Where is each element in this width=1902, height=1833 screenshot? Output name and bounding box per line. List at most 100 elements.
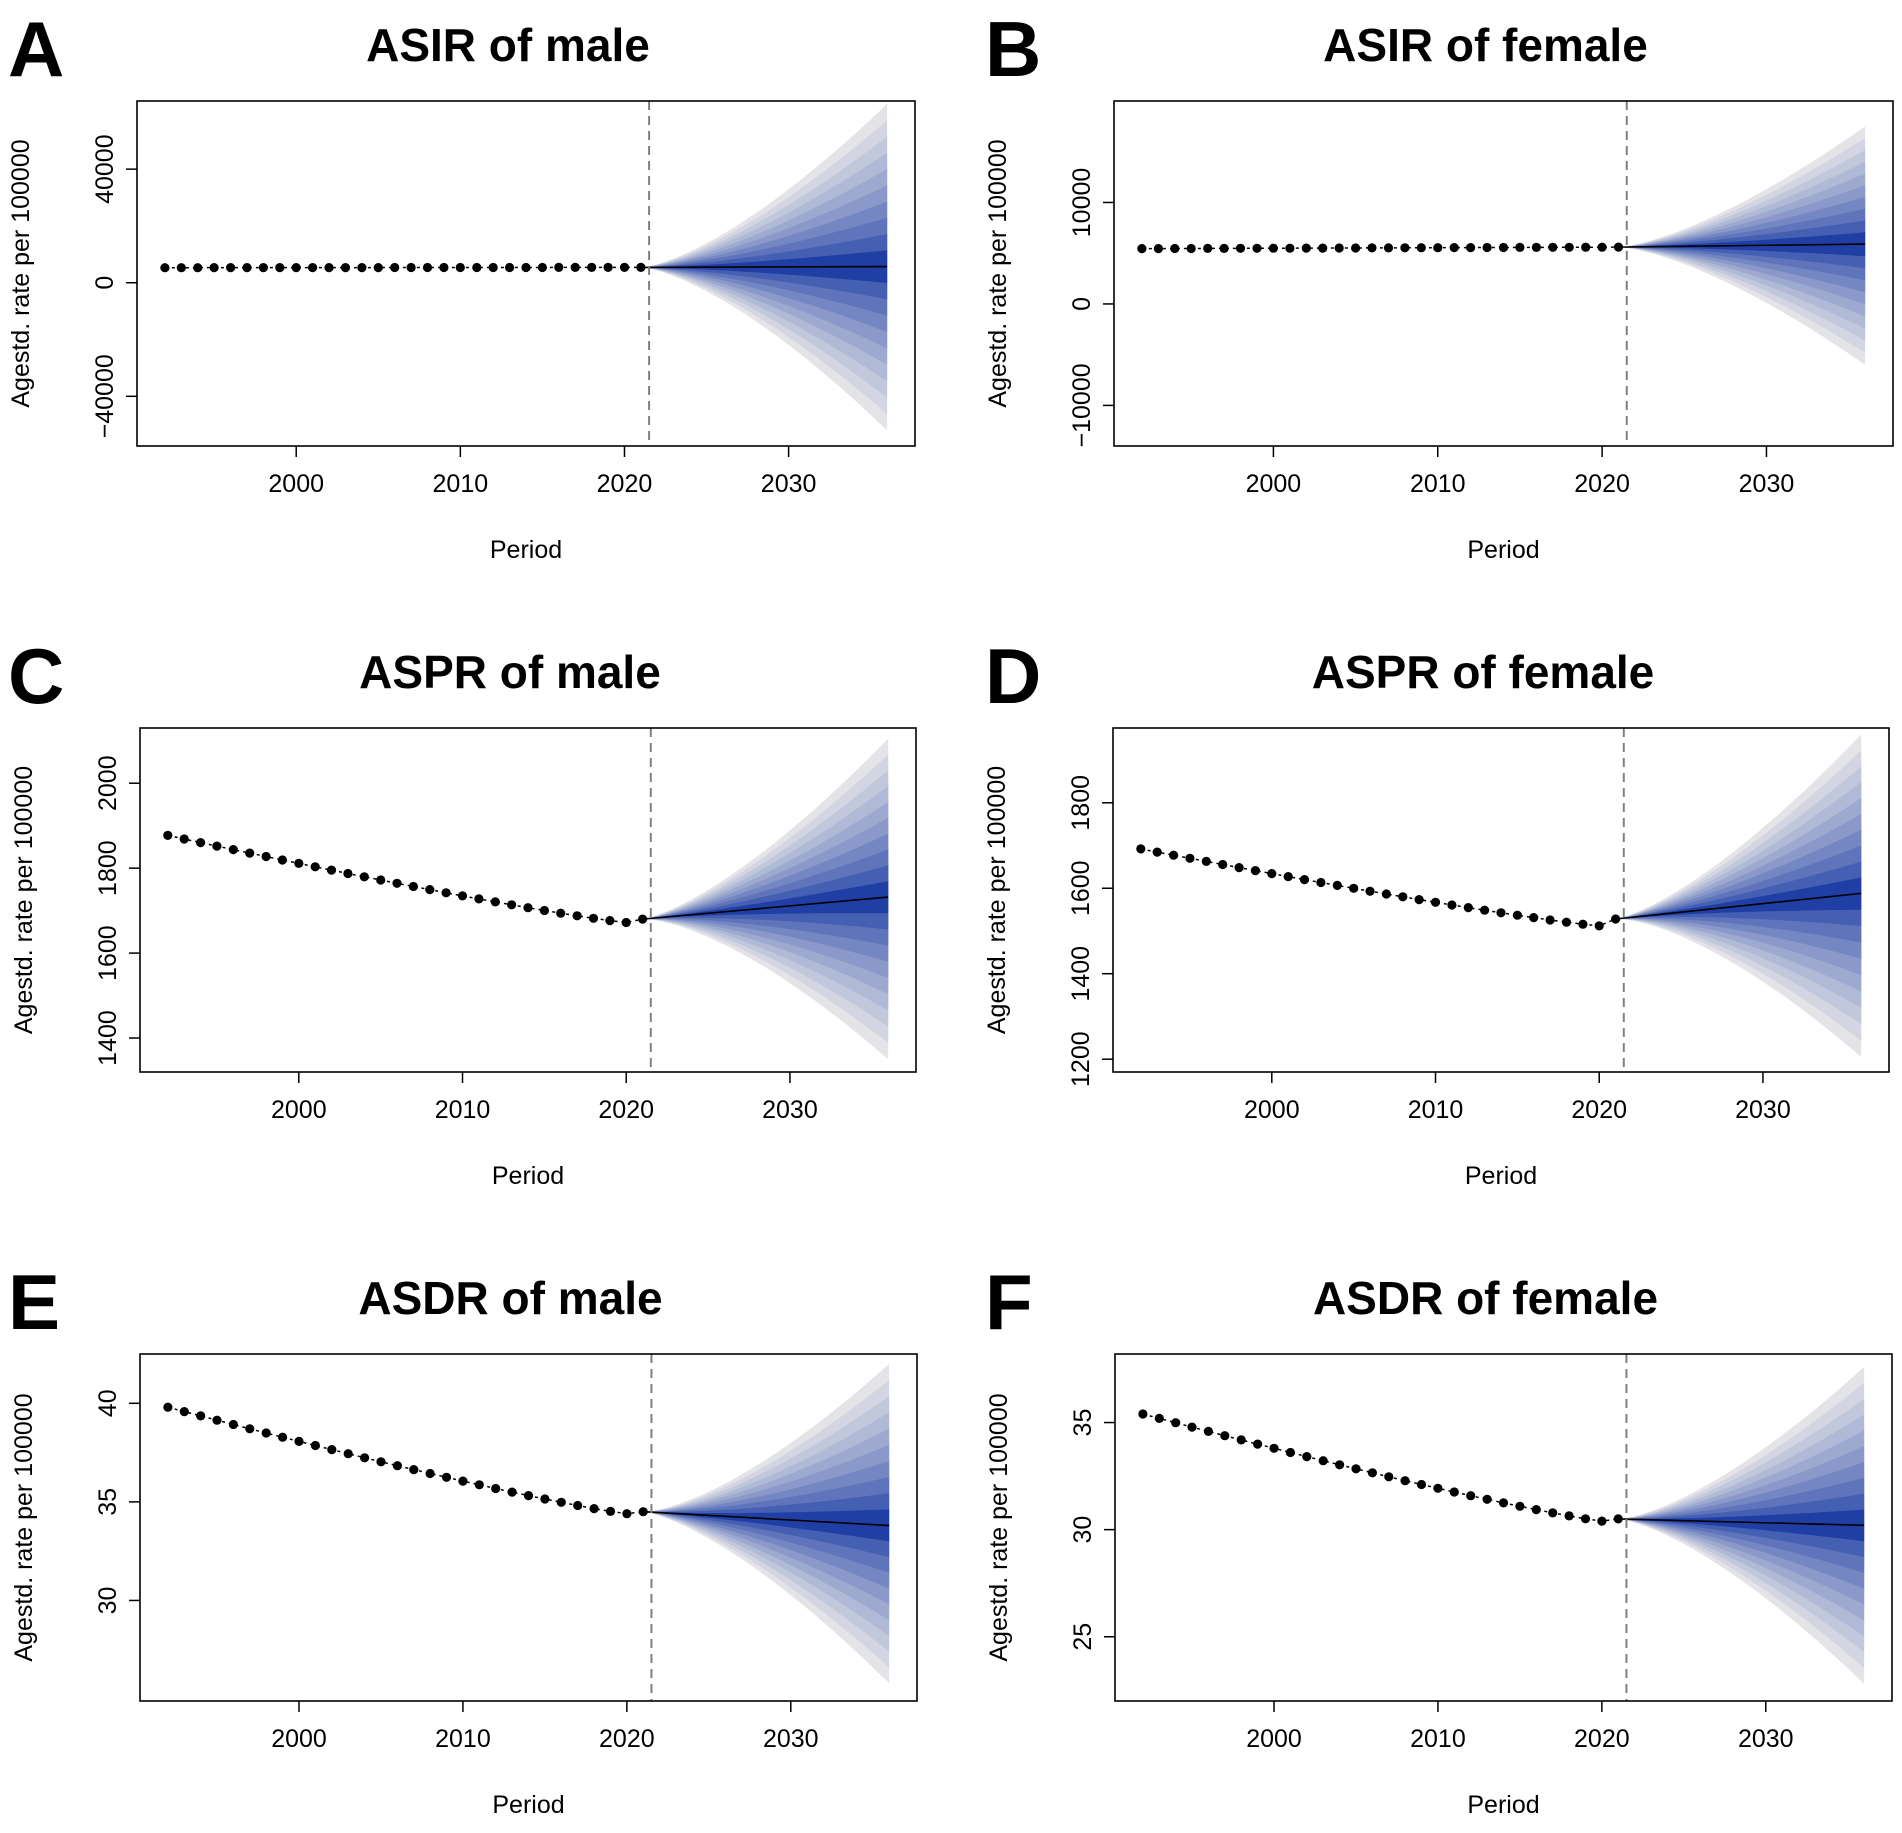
forecast-band	[1618, 232, 1866, 257]
x-axis-label: Period	[1467, 536, 1539, 564]
data-point	[1400, 243, 1410, 253]
data-point	[1367, 1468, 1377, 1478]
x-tick-label: 2010	[435, 1725, 491, 1753]
data-point	[1400, 1476, 1410, 1486]
plot-frame	[139, 727, 917, 1073]
data-point	[291, 263, 301, 273]
data-point	[474, 1480, 484, 1490]
data-point	[1285, 243, 1295, 253]
x-axis-label: Period	[1465, 1162, 1537, 1190]
data-point	[1578, 919, 1588, 929]
data-point	[1334, 243, 1344, 253]
chart-title: ASPR of female	[1312, 646, 1655, 698]
y-tick-label: 40	[94, 1389, 122, 1417]
plot-frame	[1113, 100, 1894, 447]
y-axis-label: Agestd. rate per 100000	[10, 1393, 38, 1661]
data-point	[392, 878, 402, 888]
data-point	[1349, 883, 1359, 893]
data-point	[537, 262, 548, 273]
data-point	[1219, 243, 1229, 253]
x-tick-label: 2020	[1574, 1725, 1630, 1753]
x-tick-label: 2030	[761, 470, 817, 498]
data-point	[1529, 913, 1539, 923]
data-point	[261, 851, 271, 862]
observed-line	[1142, 1413, 1619, 1522]
data-point	[1318, 243, 1328, 253]
y-axis-label: Agestd. rate per 100000	[985, 1393, 1013, 1661]
data-point	[1186, 243, 1196, 254]
data-point	[275, 263, 285, 273]
data-point	[507, 1487, 517, 1497]
data-point	[1611, 914, 1621, 924]
data-point	[326, 865, 337, 875]
data-point	[455, 262, 465, 273]
panel-letter: A	[8, 5, 64, 93]
forecast-band	[643, 1493, 890, 1558]
data-point	[556, 1497, 566, 1507]
data-point	[1561, 917, 1572, 927]
data-point	[277, 855, 287, 865]
y-tick-label: 1800	[1067, 775, 1095, 831]
data-point	[1236, 1435, 1246, 1445]
data-point	[523, 1491, 534, 1501]
data-point	[474, 894, 484, 904]
data-point	[488, 262, 498, 273]
y-tick-label: 1600	[1067, 860, 1095, 916]
data-point	[1234, 863, 1244, 873]
data-point	[343, 868, 353, 879]
projection-line	[640, 265, 888, 269]
data-point	[209, 263, 219, 273]
data-point	[587, 262, 597, 272]
data-point	[457, 891, 468, 901]
data-point	[294, 1436, 304, 1446]
data-point	[491, 1483, 501, 1494]
panel-letter: F	[985, 1258, 1033, 1346]
data-point	[1463, 903, 1473, 913]
data-point	[1235, 243, 1246, 253]
data-point	[1267, 869, 1277, 879]
chart-panel-f: 2000 2010 2020 2030 25 30 35 Period Agestd. rate…	[985, 1258, 1893, 1819]
data-point	[408, 881, 418, 892]
plot-frame	[136, 100, 916, 447]
y-tick-label: 1800	[94, 840, 122, 896]
data-point	[1367, 243, 1377, 253]
data-point	[245, 1424, 255, 1434]
data-point	[554, 262, 564, 272]
data-point	[278, 1432, 288, 1442]
y-tick-label: 1200	[1067, 1031, 1095, 1087]
y-tick-label: 30	[1069, 1516, 1097, 1544]
data-point	[1564, 242, 1574, 252]
data-point	[324, 263, 334, 273]
data-point	[1466, 1491, 1476, 1501]
data-point	[1531, 1505, 1541, 1515]
data-point	[1170, 243, 1180, 254]
y-tick-label: 0	[91, 276, 119, 290]
forecast-band	[1618, 1509, 1865, 1542]
x-tick-label: 2010	[1408, 1096, 1464, 1124]
data-point	[621, 917, 631, 928]
x-tick-label: 2030	[1739, 470, 1795, 498]
y-tick-label: −10000	[1068, 363, 1096, 447]
data-point	[179, 834, 189, 844]
x-axis-label: Period	[492, 1791, 564, 1819]
data-point	[1302, 1452, 1312, 1462]
data-point	[242, 263, 252, 273]
chart-title: ASIR of male	[366, 19, 650, 71]
data-point	[1548, 1508, 1558, 1518]
data-point	[441, 1472, 452, 1482]
x-axis-label: Period	[1467, 1791, 1539, 1819]
data-point	[1250, 866, 1260, 876]
chart-panel-c: 2000 2010 2020 2030 1400 1600 1800 2000 Period Ag…	[8, 632, 917, 1190]
plot-frame	[1114, 1353, 1893, 1702]
data-point	[1383, 243, 1394, 253]
x-tick-label: 2030	[1738, 1725, 1794, 1753]
data-point	[572, 911, 582, 921]
data-point	[1185, 853, 1195, 863]
data-point	[1316, 877, 1326, 888]
y-axis-label: Agestd. rate per 100000	[984, 139, 1012, 407]
projection-line	[1618, 243, 1866, 248]
data-point	[212, 841, 222, 851]
y-tick-label: 35	[94, 1488, 122, 1516]
data-point	[1449, 243, 1459, 253]
data-point	[1498, 242, 1509, 253]
